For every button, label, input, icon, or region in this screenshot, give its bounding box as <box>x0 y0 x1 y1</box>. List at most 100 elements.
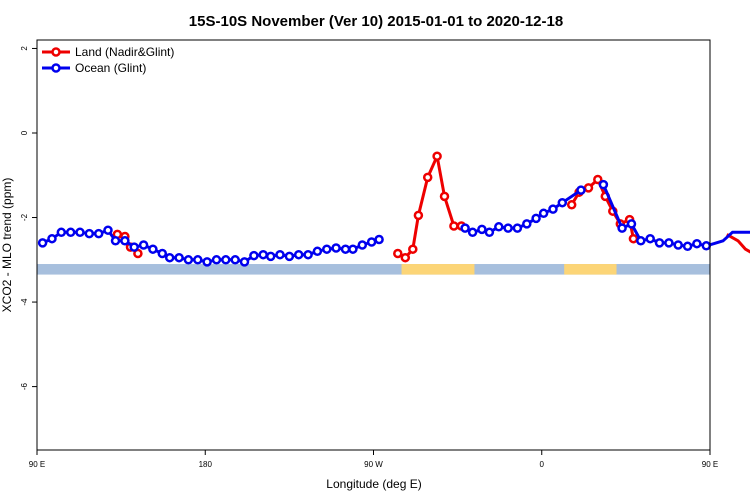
series-1-point <box>682 241 693 252</box>
series-1-point <box>548 204 558 214</box>
series-1-point <box>576 185 586 195</box>
legend-marker-0 <box>51 47 61 57</box>
series-0-point <box>449 221 459 231</box>
y-axis-label: XCO2 - MLO trend (ppm) <box>0 178 14 313</box>
y-tick-label-2: -2 <box>20 213 29 221</box>
series-1-point <box>557 197 568 208</box>
x-tick-label-1: 180 <box>199 460 213 469</box>
series-1-point <box>138 240 149 250</box>
x-axis: 90 E 180 90 W 0 90 E <box>29 450 718 469</box>
series-1-point <box>230 255 240 265</box>
series-1-point <box>538 208 549 219</box>
series-1-point <box>664 238 674 248</box>
series-1-point <box>37 238 48 248</box>
x-tick-label-0: 90 E <box>29 460 45 469</box>
series-1-point <box>75 227 85 238</box>
series-0 <box>112 151 750 263</box>
series-0-line-3 <box>726 233 750 254</box>
series-1-point <box>148 244 158 254</box>
series-1-point <box>366 237 377 247</box>
series-1-point <box>617 223 627 233</box>
y-tick-label-1: 0 <box>20 130 29 135</box>
series-1-point <box>103 225 113 235</box>
series-1-point <box>477 224 487 235</box>
series-1-point <box>303 249 313 260</box>
series-0-point <box>432 151 442 161</box>
legend: Land (Nadir&Glint) Ocean (Glint) <box>42 45 174 75</box>
series-1-point <box>221 255 231 265</box>
series-1-point <box>110 236 121 246</box>
chart-title: 15S-10S November (Ver 10) 2015-01-01 to … <box>189 13 563 30</box>
series-1-point <box>239 257 250 267</box>
legend-marker-1 <box>51 63 61 73</box>
series-1-point <box>193 255 203 265</box>
y-tick-label-4: -6 <box>20 382 29 390</box>
series-1-point <box>374 234 384 245</box>
series-0-point <box>593 174 603 185</box>
series-0-point <box>393 248 403 259</box>
series-1-point <box>322 244 332 254</box>
series-1-point <box>340 244 351 254</box>
x-tick-label-2: 90 W <box>364 460 383 469</box>
series-0-point <box>628 233 639 244</box>
series-1-point <box>47 233 57 244</box>
series-1-point <box>164 252 175 263</box>
series-1-point <box>331 243 341 253</box>
series-1-point <box>357 240 368 250</box>
series-1-point <box>484 227 495 238</box>
series-1-point <box>120 236 130 246</box>
series-1-point <box>211 255 222 265</box>
series-1-point <box>183 255 194 265</box>
series-1-point <box>636 236 646 246</box>
series-0-point <box>566 200 577 210</box>
series-1-point <box>284 251 295 262</box>
series-0-point <box>422 172 433 183</box>
series-0-point <box>408 244 418 254</box>
series-0-point <box>413 210 424 221</box>
series-1-point <box>312 246 323 257</box>
series-1-point <box>157 248 168 259</box>
series-1-point <box>460 223 470 233</box>
series-layer <box>37 151 750 267</box>
land-band-1 <box>564 264 617 275</box>
legend-label-0: Land (Nadir&Glint) <box>75 45 174 59</box>
series-1-point <box>522 219 532 229</box>
y-axis: 2 0 -2 -4 -6 <box>20 46 37 390</box>
series-1-point <box>93 228 104 239</box>
series-1-point <box>467 227 478 238</box>
land-band-0 <box>401 264 475 275</box>
series-1-point <box>645 233 655 244</box>
series-1-point <box>84 228 95 239</box>
series-1-point <box>626 219 637 229</box>
series-1-point <box>249 250 259 261</box>
series-1-point <box>598 179 609 190</box>
series-1-point <box>265 251 276 262</box>
x-tick-label-4: 90 E <box>702 460 718 469</box>
series-1-point <box>494 222 504 232</box>
y-tick-label-3: -4 <box>20 298 29 306</box>
series-1-point <box>692 238 702 249</box>
series-1-point <box>512 223 523 233</box>
series-1-point <box>129 242 139 252</box>
series-0-point <box>583 183 594 193</box>
terrain-band <box>37 264 710 275</box>
series-0-point <box>439 191 450 202</box>
series-1-point <box>56 227 67 238</box>
series-0-point <box>400 252 411 263</box>
series-1-point <box>293 249 304 260</box>
series-1-point <box>275 249 285 260</box>
series-1-point <box>531 213 541 224</box>
series-1-point <box>503 223 513 233</box>
series-1-point <box>65 227 76 238</box>
series-1-point <box>202 257 212 267</box>
legend-label-1: Ocean (Glint) <box>75 61 146 75</box>
x-tick-label-3: 0 <box>540 460 545 469</box>
ocean-band <box>37 264 710 275</box>
x-axis-label: Longitude (deg E) <box>326 477 421 491</box>
series-1-point <box>174 252 184 263</box>
series-0-line-1 <box>397 154 462 260</box>
series-1-point <box>258 249 268 260</box>
y-tick-label-0: 2 <box>20 46 29 51</box>
series-1-point <box>654 238 665 248</box>
